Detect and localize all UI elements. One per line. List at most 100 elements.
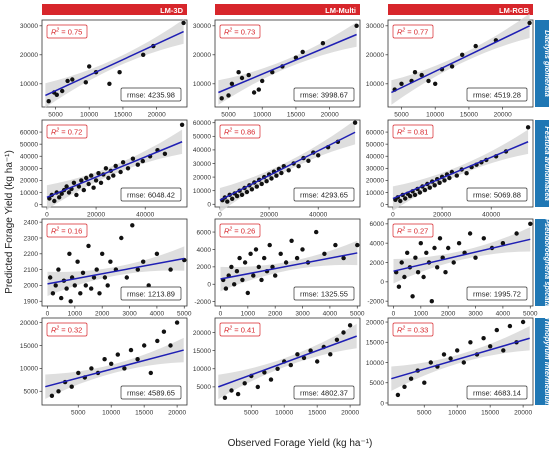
y-tick-label: 40000	[366, 154, 384, 161]
r2-label-box	[392, 223, 434, 238]
x-tick-label: 10000	[275, 410, 293, 417]
y-axis-title: Predicted Forage Yield (kg ha⁻¹)	[4, 150, 15, 294]
x-tick-label: 5000	[350, 311, 365, 318]
y-tick-label: 60000	[366, 129, 384, 136]
r2-label: R2 = 0.33	[397, 326, 428, 335]
x-tick-label: 20000	[321, 112, 339, 119]
data-point	[288, 362, 293, 368]
rmse-label-box	[120, 385, 182, 400]
data-point	[232, 282, 237, 287]
r2-label: R2 = 0.26	[224, 227, 255, 236]
data-point	[113, 163, 118, 169]
data-point	[464, 171, 469, 176]
data-point	[442, 178, 447, 183]
data-point	[68, 299, 73, 304]
data-point	[255, 384, 260, 390]
x-tick-label: 20000	[341, 410, 359, 417]
data-point	[118, 169, 123, 175]
y-tick-label: 40000	[193, 147, 211, 154]
data-point	[234, 193, 240, 199]
data-point	[421, 274, 426, 280]
regression-line	[220, 252, 358, 280]
regression-line	[47, 257, 185, 285]
x-tick-label: 0	[219, 311, 223, 318]
data-point	[83, 80, 89, 85]
data-point	[96, 171, 101, 176]
rmse-label-box	[293, 385, 355, 400]
data-point	[268, 377, 274, 382]
data-point	[253, 247, 259, 252]
data-point	[412, 70, 418, 75]
data-point	[235, 391, 241, 397]
rmse-label: rmse: 1325.55	[300, 290, 348, 299]
y-tick-label: 15000	[20, 343, 38, 350]
r2-label: R2 = 0.73	[224, 28, 255, 37]
data-point	[507, 323, 513, 329]
data-point	[424, 250, 429, 255]
data-point	[54, 92, 59, 98]
data-point	[75, 259, 80, 264]
data-point	[454, 173, 459, 178]
data-point	[168, 267, 173, 272]
regression-line	[218, 33, 357, 94]
data-point	[403, 196, 408, 201]
data-point	[219, 96, 224, 101]
y-tick-label: 0	[34, 202, 38, 209]
data-point	[154, 251, 160, 256]
regression-line	[392, 141, 529, 200]
column-strip-label: LM-RGB	[499, 6, 530, 15]
y-tick-label: 2400	[24, 219, 39, 226]
data-point	[456, 241, 462, 246]
y-tick-label: 2000	[197, 264, 212, 271]
data-point	[294, 255, 300, 261]
data-point	[354, 23, 359, 28]
x-tick-label: 0	[45, 212, 49, 219]
data-point	[105, 283, 110, 288]
data-point	[174, 320, 180, 325]
data-point	[427, 185, 432, 190]
r2-label: R2 = 0.32	[51, 326, 82, 335]
data-point	[256, 264, 261, 270]
r2-label: R2 = 0.75	[51, 28, 82, 37]
data-point	[53, 283, 58, 288]
regression-line	[393, 238, 531, 272]
data-point	[488, 344, 493, 349]
rmse-label-box	[293, 87, 355, 102]
rmse-label: rmse: 4293.65	[300, 191, 348, 200]
data-point	[225, 199, 230, 204]
data-point	[295, 352, 300, 357]
x-tick-label: 20000	[87, 212, 105, 219]
r2-label-box	[46, 124, 88, 139]
y-tick-label: 6000	[370, 221, 385, 228]
x-tick-label: 1000	[68, 311, 83, 318]
data-point	[242, 381, 247, 386]
data-point	[413, 255, 418, 260]
data-point	[316, 153, 321, 158]
data-point	[405, 250, 410, 255]
data-point	[67, 251, 72, 256]
row-strip	[535, 20, 549, 107]
panel-grid: LM-3D LM-Multi LM-RGB Dactylis glomerata Fes…	[20, 4, 550, 417]
data-point	[83, 283, 89, 288]
x-tick-label: 3000	[468, 311, 483, 318]
rmse-label: rmse: 4519.28	[473, 91, 521, 100]
data-point	[65, 78, 70, 84]
rmse-label: rmse: 1213.89	[127, 290, 175, 299]
y-tick-label: 0	[380, 279, 384, 286]
y-tick-label: 2300	[24, 235, 39, 242]
data-point	[447, 175, 452, 181]
scatter-panel: 0 1000 2000 3000 4000 5000 -2000 0 2000 4000 6000 R…	[194, 218, 365, 318]
x-tick-label: 15000	[287, 112, 305, 119]
data-point	[460, 52, 465, 57]
data-point	[97, 291, 102, 296]
regression-line	[391, 25, 530, 94]
data-point	[89, 286, 94, 291]
data-point	[399, 81, 404, 87]
scatter-panel: 5000 10000 15000 20000 5000 10000 15000 20000 R2…	[20, 317, 188, 417]
scatter-panel: 5000 10000 15000 20000 5000 10000 15000 20000 R2…	[193, 317, 361, 417]
data-point	[473, 43, 478, 49]
x-tick-label: 5000	[48, 112, 63, 119]
data-point	[56, 389, 61, 394]
data-point	[415, 270, 421, 275]
